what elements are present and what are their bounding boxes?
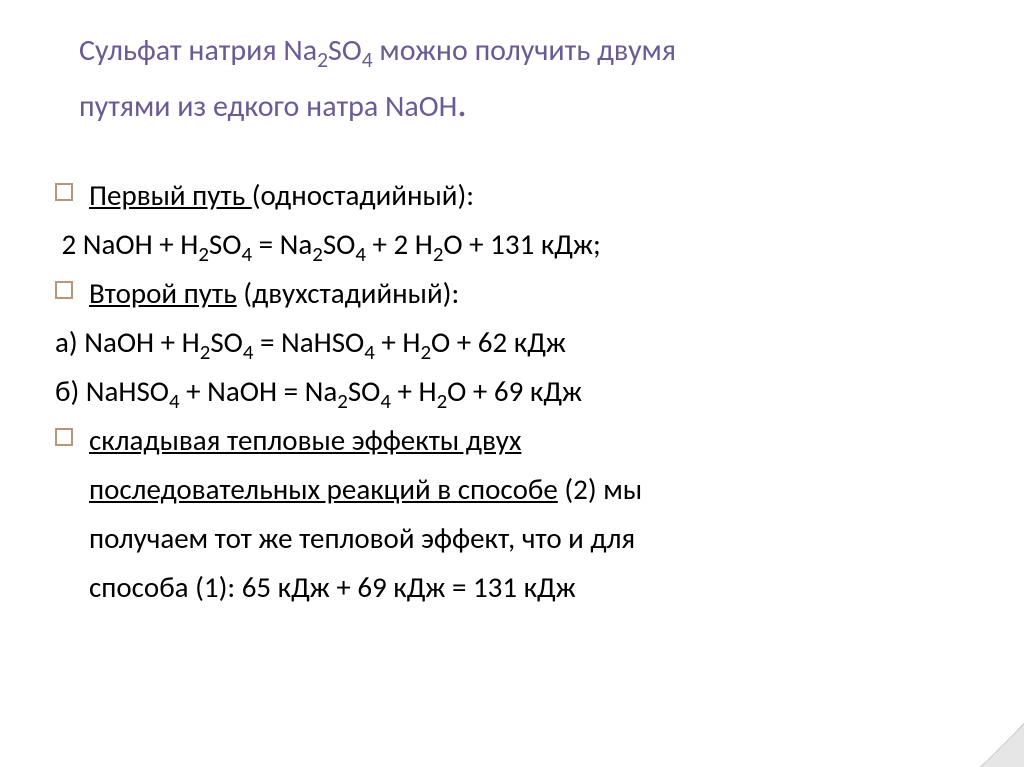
line-text: складывая тепловые эффекты двух xyxy=(89,418,969,463)
square-bullet-icon xyxy=(55,281,73,299)
page-curl-icon xyxy=(980,723,1024,767)
title-line-2: путями из едкого натра NaOH. xyxy=(79,75,969,134)
slide: Сульфат натрия Na2SO4 можно получить дву… xyxy=(0,0,1024,767)
line-text: получаем тот же тепловой эффект, что и д… xyxy=(89,516,969,561)
line-text: Первый путь (одностадийный): xyxy=(89,173,969,218)
line-text: последовательных реакций в способе (2) м… xyxy=(89,467,969,512)
body-line: складывая тепловые эффекты двух xyxy=(55,418,969,463)
title-line-1: Сульфат натрия Na2SO4 можно получить дву… xyxy=(79,28,969,75)
line-text: а) NaOH + H2SO4 = NaHSO4 + H2O + 62 кДж xyxy=(55,320,969,365)
body-line: Первый путь (одностадийный): xyxy=(55,173,969,218)
line-text: Второй путь (двухстадийный): xyxy=(89,271,969,316)
line-text: 2 NaOH + H2SO4 = Na2SO4 + 2 H2O + 131 кД… xyxy=(55,222,969,267)
body-line: б) NaHSO4 + NaOH = Na2SO4 + H2O + 69 кДж xyxy=(55,369,969,414)
body-line: Второй путь (двухстадийный): xyxy=(55,271,969,316)
body-line: 2 NaOH + H2SO4 = Na2SO4 + 2 H2O + 131 кД… xyxy=(55,222,969,267)
body-line: а) NaOH + H2SO4 = NaHSO4 + H2O + 62 кДж xyxy=(55,320,969,365)
slide-title: Сульфат натрия Na2SO4 можно получить дву… xyxy=(55,28,969,133)
square-bullet-icon xyxy=(55,428,73,446)
body-line: способа (1): 65 кДж + 69 кДж = 131 кДж xyxy=(55,565,969,610)
line-text: способа (1): 65 кДж + 69 кДж = 131 кДж xyxy=(89,565,969,610)
body-line: последовательных реакций в способе (2) м… xyxy=(55,467,969,512)
slide-body: Первый путь (одностадийный): 2 NaOH + H2… xyxy=(55,173,969,609)
line-text: б) NaHSO4 + NaOH = Na2SO4 + H2O + 69 кДж xyxy=(55,369,969,414)
square-bullet-icon xyxy=(55,183,73,201)
body-line: получаем тот же тепловой эффект, что и д… xyxy=(55,516,969,561)
